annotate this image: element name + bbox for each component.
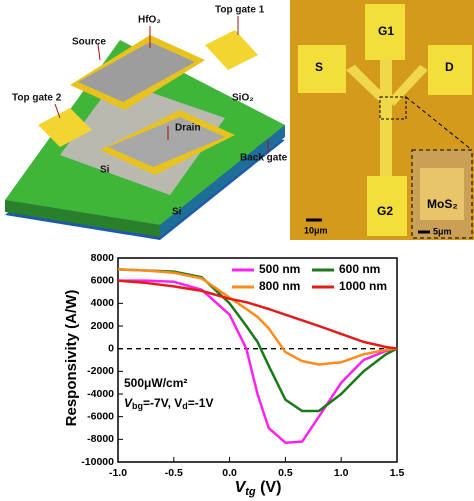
- y-tick-label: -10000: [81, 456, 114, 468]
- y-tick-label: 6000: [91, 274, 115, 286]
- top-gate-2: [38, 108, 92, 147]
- legend-label: 800 nm: [259, 279, 300, 293]
- y-tick-label: 8000: [91, 252, 115, 264]
- legend-label: 600 nm: [339, 262, 380, 276]
- schematic-label: Drain: [175, 123, 201, 134]
- pad: [367, 176, 407, 236]
- annotation-part: d: [182, 401, 188, 411]
- schematic-label: HfO₂: [138, 15, 161, 26]
- zoom-box: [379, 96, 407, 120]
- pad: [428, 45, 472, 95]
- plot-frame: [117, 257, 398, 463]
- inset-flake: [420, 168, 464, 220]
- oxide-side: [5, 200, 160, 237]
- micrograph-label: G1: [378, 24, 394, 38]
- micrograph-label: 10μm: [304, 225, 328, 235]
- x-tick-label: 0.5: [278, 467, 293, 479]
- device-schematic: Source HfO₂ Top gate 1 SiO₂ Top gate 2 D…: [5, 5, 288, 240]
- annotation: Vbg=-7V, Vd=-1V: [124, 396, 213, 411]
- hfo2-layer: [78, 42, 195, 102]
- schematic-label: Si: [172, 207, 182, 218]
- lead: [388, 65, 428, 106]
- micrograph-label: MoS₂: [427, 197, 458, 211]
- schematic-label: Top gate 2: [12, 93, 62, 104]
- schematic-label: Source: [72, 37, 106, 48]
- series-line: [117, 268, 398, 366]
- micrograph-label: S: [315, 60, 323, 74]
- lead: [346, 65, 390, 106]
- y-axis-label: Responsivity (A/W): [63, 290, 80, 427]
- schematic-label: Si: [100, 165, 110, 176]
- x-axis-label-subscript: tg: [245, 486, 256, 498]
- legend-label: 500 nm: [259, 262, 300, 276]
- legend-label: 1000 nm: [339, 279, 387, 293]
- annotation: 500μW/cm²: [124, 376, 187, 390]
- schematic-label: Back gate: [240, 153, 288, 164]
- series-line: [117, 279, 398, 350]
- zoom-line: [405, 96, 473, 151]
- annotation-part: =-7V, V: [143, 396, 182, 410]
- y-tick-label: -4000: [87, 388, 114, 400]
- pad: [298, 45, 346, 93]
- x-axis-label-unit: (V): [256, 479, 282, 496]
- y-tick-label: -2000: [87, 365, 114, 377]
- pointer: [54, 103, 61, 119]
- y-tick-label: 4000: [91, 297, 115, 309]
- micrograph-label: D: [445, 60, 454, 74]
- y-tick-label: 2000: [91, 320, 115, 332]
- annotation-part: bg: [132, 401, 143, 411]
- y-tick-label: -8000: [87, 433, 114, 445]
- y-tick-label: 0: [108, 342, 114, 354]
- annotation-part: =-1V: [188, 396, 214, 410]
- x-tick-label: 0.0: [222, 467, 237, 479]
- oxide-side: [160, 125, 285, 237]
- x-axis-label-symbol: V: [235, 479, 247, 496]
- x-tick-label: -0.5: [165, 467, 183, 479]
- lead: [380, 60, 392, 176]
- y-tick-label: -6000: [87, 410, 114, 422]
- x-axis-label: Vtg (V): [235, 479, 282, 498]
- schematic-label: Top gate 1: [215, 5, 265, 16]
- x-tick-label: -1.0: [109, 467, 127, 479]
- schematic-label: SiO₂: [232, 93, 254, 104]
- responsivity-chart: Responsivity (A/W) Vtg (V) 500μW/cm² Vbg…: [63, 252, 404, 498]
- micrograph-label: G2: [377, 204, 393, 218]
- x-tick-label: 1.0: [334, 467, 349, 479]
- micrograph-label: 5μm: [433, 226, 452, 236]
- pad: [365, 4, 405, 60]
- pointer: [97, 43, 101, 61]
- annotation-part: V: [124, 396, 133, 410]
- micrograph: G1 S D G2 MoS₂ 10μm 5μm: [290, 0, 474, 240]
- top-gate-1: [205, 30, 258, 70]
- hfo2-layer: [108, 117, 225, 167]
- series-line: [118, 279, 398, 444]
- x-tick-label: 1.5: [390, 467, 405, 479]
